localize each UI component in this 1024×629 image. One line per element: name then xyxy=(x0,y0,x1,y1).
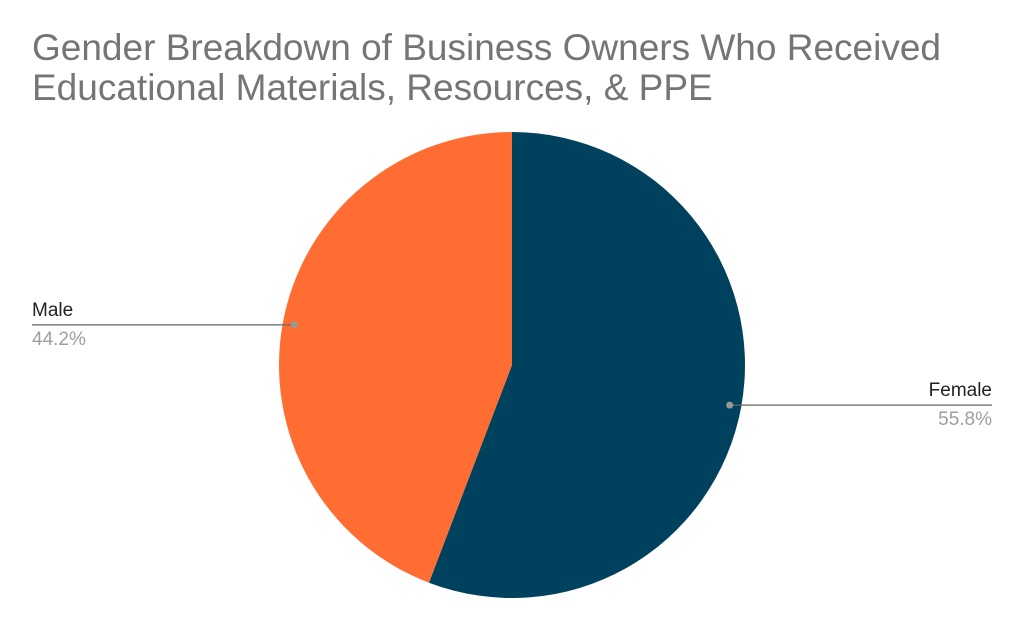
slice-value: 44.2% xyxy=(32,329,86,350)
pie-slice xyxy=(428,132,745,599)
slice-value: 55.8% xyxy=(938,409,992,430)
chart-title: Gender Breakdown of Business Owners Who … xyxy=(32,27,941,108)
leader-dot xyxy=(726,401,734,409)
pie-slice xyxy=(278,132,512,583)
leader-dot xyxy=(290,321,298,329)
slice-label: Male xyxy=(32,300,73,321)
slice-label: Female xyxy=(929,380,992,401)
